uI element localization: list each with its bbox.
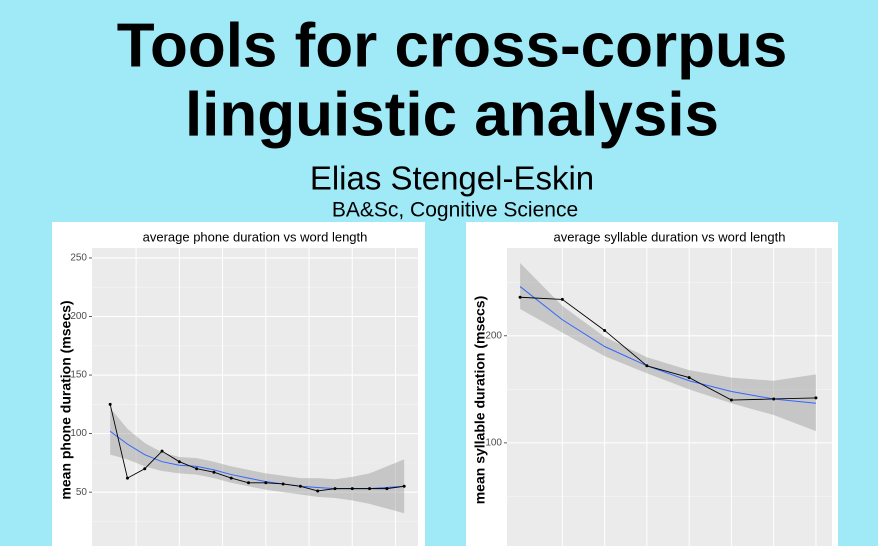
chart: average phone duration vs word length mea… [52,222,425,546]
data-point [560,297,564,301]
data-point [518,295,522,299]
data-point [281,482,285,486]
data-point [247,481,251,485]
data-point [298,484,302,488]
data-point [195,467,199,471]
y-tick-label: 200 [485,330,502,341]
data-point [729,398,733,402]
data-point [160,449,164,453]
chart-title: average phone duration vs word length [143,229,368,244]
author: Elias Stengel-Eskin [310,160,594,197]
data-point [368,487,372,491]
title-line: linguistic analysis [185,80,719,149]
data-point [645,364,649,368]
y-tick-label: 100 [485,438,502,449]
data-line [520,296,816,401]
data-point [316,489,320,493]
y-axis-label: mean syllable duration (msecs) [472,296,488,505]
data-point [772,397,776,401]
data-line [109,404,405,492]
y-tick-label: 250 [70,253,87,264]
title-line: Tools for cross-corpus [117,11,788,80]
y-tick-label: 50 [76,487,88,498]
affiliation: BA&Sc, Cognitive Science [332,199,578,222]
data-point [385,487,389,491]
data-point [402,484,406,488]
data-point [687,376,691,380]
data-point [350,487,354,491]
data-point [108,402,112,406]
plot-area [92,248,418,546]
y-tick-label: 100 [70,428,87,439]
data-point [264,481,268,485]
data-point [229,476,233,480]
y-tick-label: 150 [70,370,87,381]
chart: average syllable duration vs word length… [466,222,838,546]
data-point [177,460,181,464]
data-point [212,470,216,474]
data-point [333,487,337,491]
y-tick-label: 200 [70,311,87,322]
data-point [143,467,147,471]
fit-line [519,286,816,404]
data-point [125,476,129,480]
confidence-band [520,262,816,432]
data-point [603,328,607,332]
confidence-band [110,407,405,514]
data-point [814,396,818,400]
y-axis-label: mean phone duration (msecs) [58,300,74,499]
chart-title: average syllable duration vs word length [554,229,786,244]
